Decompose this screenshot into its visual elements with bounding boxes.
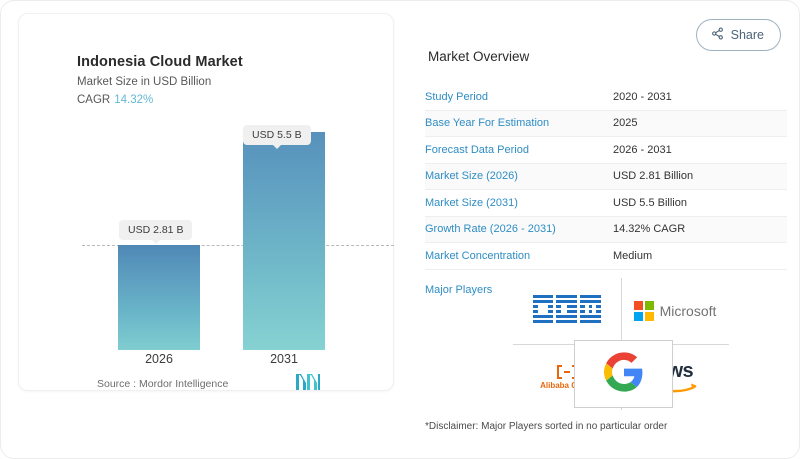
mordor-intelligence-logo: [296, 374, 320, 395]
major-players-logo-grid: Microsoft Alibaba Cloud aws: [513, 278, 729, 410]
bar-2031[interactable]: [243, 132, 325, 350]
row-label: Growth Rate (2026 - 2031): [425, 223, 556, 236]
share-button-label: Share: [730, 28, 764, 42]
row-value: 2020 - 2031: [613, 90, 672, 103]
cagr-label: CAGR: [77, 94, 111, 106]
share-network-icon: [711, 27, 724, 43]
player-cell-microsoft: Microsoft: [621, 278, 729, 344]
market-overview-table: Study Period 2020 - 2031 Base Year For E…: [425, 84, 787, 270]
row-value: USD 2.81 Billion: [613, 170, 694, 183]
row-value: 2025: [613, 117, 638, 130]
bar-value-label-2026: USD 2.81 B: [119, 220, 193, 244]
cagr-value: 14.32%: [114, 94, 154, 106]
row-value: 14.32% CAGR: [613, 223, 686, 236]
row-value: 2026 - 2031: [613, 143, 672, 156]
share-button[interactable]: Share: [695, 19, 781, 51]
row-label: Market Concentration: [425, 249, 531, 262]
reference-line: [82, 245, 394, 246]
bar-value-label-2031: USD 5.5 B: [243, 125, 311, 149]
table-row: Study Period 2020 - 2031: [425, 84, 787, 111]
x-axis-label-2026: 2026: [145, 352, 173, 366]
bar-2026[interactable]: [118, 245, 200, 350]
player-cell-google: [574, 340, 673, 408]
row-value: USD 5.5 Billion: [613, 196, 687, 209]
major-players-label: Major Players: [425, 284, 493, 296]
microsoft-logo: Microsoft: [633, 301, 717, 321]
ibm-logo: [533, 294, 601, 328]
bar-chart-plot: [20, 114, 394, 350]
table-row: Base Year For Estimation 2025: [425, 110, 787, 137]
market-overview-title: Market Overview: [428, 49, 530, 64]
microsoft-label: Microsoft: [659, 303, 717, 319]
table-row: Market Size (2031) USD 5.5 Billion: [425, 190, 787, 217]
player-cell-ibm: [513, 278, 621, 344]
table-row: Market Concentration Medium: [425, 243, 787, 270]
chart-card: Indonesia Cloud Market Market Size in US…: [18, 13, 394, 391]
microsoft-squares-icon: [633, 301, 654, 321]
row-label: Forecast Data Period: [425, 143, 529, 156]
google-logo: [603, 351, 644, 397]
table-row: Growth Rate (2026 - 2031) 14.32% CAGR: [425, 216, 787, 243]
disclaimer-text: *Disclaimer: Major Players sorted in no …: [425, 421, 668, 432]
x-axis-label-2031: 2031: [270, 352, 298, 366]
chart-cagr: CAGR 14.32%: [77, 94, 153, 106]
row-label: Study Period: [425, 90, 488, 103]
row-value: Medium: [613, 249, 653, 262]
row-label: Market Size (2026): [425, 170, 518, 183]
table-row: Forecast Data Period 2026 - 2031: [425, 137, 787, 164]
row-label: Market Size (2031): [425, 196, 518, 209]
row-label: Base Year For Estimation: [425, 117, 550, 130]
chart-title: Indonesia Cloud Market: [77, 54, 243, 70]
chart-subtitle: Market Size in USD Billion: [77, 76, 212, 88]
alibaba-cloud-label: Alibaba Cloud: [540, 380, 594, 390]
table-row: Market Size (2026) USD 2.81 Billion: [425, 163, 787, 190]
chart-source: Source : Mordor Intelligence: [97, 378, 229, 390]
